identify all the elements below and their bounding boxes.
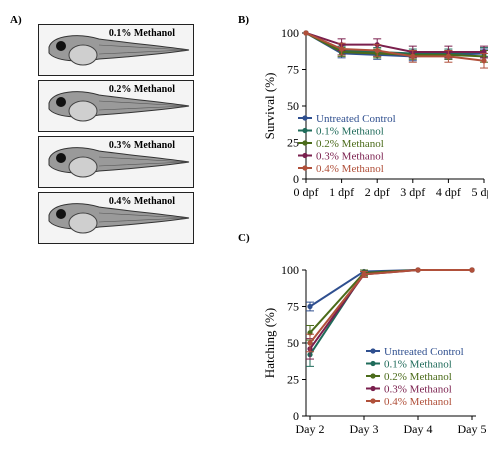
zebrafish-image-0-4-methanol: 0.4% Methanol <box>38 192 194 244</box>
y-tick-label: 100 <box>281 26 299 40</box>
legend-label: 0.3% Methanol <box>384 384 452 396</box>
legend-marker <box>302 165 308 171</box>
zebrafish-larva-illustration <box>48 35 190 66</box>
series-line <box>305 32 485 55</box>
legend-label: 0.4% Methanol <box>316 163 384 175</box>
data-point <box>481 58 487 64</box>
zebrafish-larva-illustration <box>48 147 190 178</box>
yolk-sac-shape <box>68 156 98 178</box>
legend-marker <box>370 398 376 404</box>
data-point <box>307 303 313 310</box>
data-point <box>415 267 421 273</box>
x-tick-label: 2 dpf <box>365 185 390 199</box>
series-line <box>309 269 472 350</box>
series-line <box>309 269 472 344</box>
legend-marker <box>302 127 308 134</box>
x-tick-label: Day 5 <box>458 422 487 436</box>
panel-c-label: C) <box>238 232 250 244</box>
zebrafish-image-0-2-methanol: 0.2% Methanol <box>38 80 194 132</box>
data-point <box>307 340 313 346</box>
legend-marker <box>370 385 376 392</box>
notochord-line <box>98 44 188 55</box>
legend-marker <box>302 152 308 159</box>
x-tick-label: Day 2 <box>296 422 325 436</box>
zebrafish-image-panel: 0.1% Methanol 0.2% Methanol 0.3% Methano… <box>38 24 196 244</box>
data-point <box>339 46 345 52</box>
eye-shape <box>56 153 66 163</box>
eye-shape <box>56 41 66 51</box>
data-point <box>410 53 416 59</box>
y-tick-label: 0 <box>293 172 299 186</box>
survival-chart: 0 25 50 75 100 0 dpf 1 dpf 2 dpf 3 dpf 4 dpf 5 dpf… <box>262 26 489 199</box>
y-tick-label: 25 <box>287 136 299 150</box>
legend-marker <box>370 348 376 354</box>
y-tick-label: 50 <box>287 99 299 113</box>
legend-label: Untreated Control <box>316 113 396 125</box>
data-point <box>361 271 367 277</box>
notochord-line <box>98 212 188 223</box>
series-line <box>305 32 484 53</box>
x-tick-label: 5 dpf <box>472 185 489 199</box>
fish-caption: 0.4% Methanol <box>108 196 175 207</box>
legend-label: 0.4% Methanol <box>384 396 452 408</box>
notochord-line <box>98 156 188 167</box>
legend-label: 0.2% Methanol <box>384 371 452 383</box>
y-tick-label: 0 <box>293 409 299 423</box>
zebrafish-larva-illustration <box>48 203 190 234</box>
legend-label: Untreated Control <box>384 346 464 358</box>
yolk-sac-shape <box>68 44 98 66</box>
legend-label: 0.1% Methanol <box>316 126 384 138</box>
legend-marker <box>370 360 376 367</box>
hatching-chart: 0 25 50 75 100 Day 2 Day 3 Day 4 Day 5 Hatching (… <box>262 263 487 436</box>
series-line <box>309 269 472 308</box>
fish-caption: 0.2% Methanol <box>108 84 175 95</box>
x-tick-label: 4 dpf <box>436 185 461 199</box>
zebrafish-image-0-1-methanol: 0.1% Methanol <box>38 24 194 76</box>
x-tick-label: 1 dpf <box>329 185 354 199</box>
y-axis-title: Survival (%) <box>262 73 277 140</box>
panel-b-label: B) <box>238 14 249 26</box>
x-tick-label: Day 4 <box>404 422 433 436</box>
eye-shape <box>56 97 66 107</box>
x-tick-label: Day 3 <box>350 422 379 436</box>
fish-caption: 0.1% Methanol <box>108 28 175 39</box>
legend-marker <box>370 373 376 379</box>
eye-shape <box>56 209 66 219</box>
panel-a-label: A) <box>10 14 22 26</box>
zebrafish-image-0-3-methanol: 0.3% Methanol <box>38 136 194 188</box>
x-tick-label: 0 dpf <box>294 185 319 199</box>
legend-marker <box>302 115 308 121</box>
notochord-line <box>98 100 188 111</box>
y-tick-label: 75 <box>287 63 299 77</box>
series-line <box>305 32 485 62</box>
data-point <box>303 30 309 36</box>
legend-label: 0.2% Methanol <box>316 138 384 150</box>
x-tick-label: 3 dpf <box>400 185 425 199</box>
legend-marker <box>302 140 308 146</box>
y-tick-label: 75 <box>287 300 299 314</box>
y-tick-label: 25 <box>287 373 299 387</box>
y-tick-label: 50 <box>287 336 299 350</box>
legend-label: 0.3% Methanol <box>316 151 384 163</box>
zebrafish-larva-illustration <box>48 91 190 122</box>
series-line <box>309 269 472 334</box>
data-point <box>469 267 475 273</box>
fish-caption: 0.3% Methanol <box>108 140 175 151</box>
yolk-sac-shape <box>68 212 98 234</box>
data-point <box>374 47 380 54</box>
y-axis-title: Hatching (%) <box>262 308 277 378</box>
legend-label: 0.1% Methanol <box>384 359 452 371</box>
data-point <box>445 53 451 59</box>
yolk-sac-shape <box>68 100 98 122</box>
y-tick-label: 100 <box>281 263 299 277</box>
